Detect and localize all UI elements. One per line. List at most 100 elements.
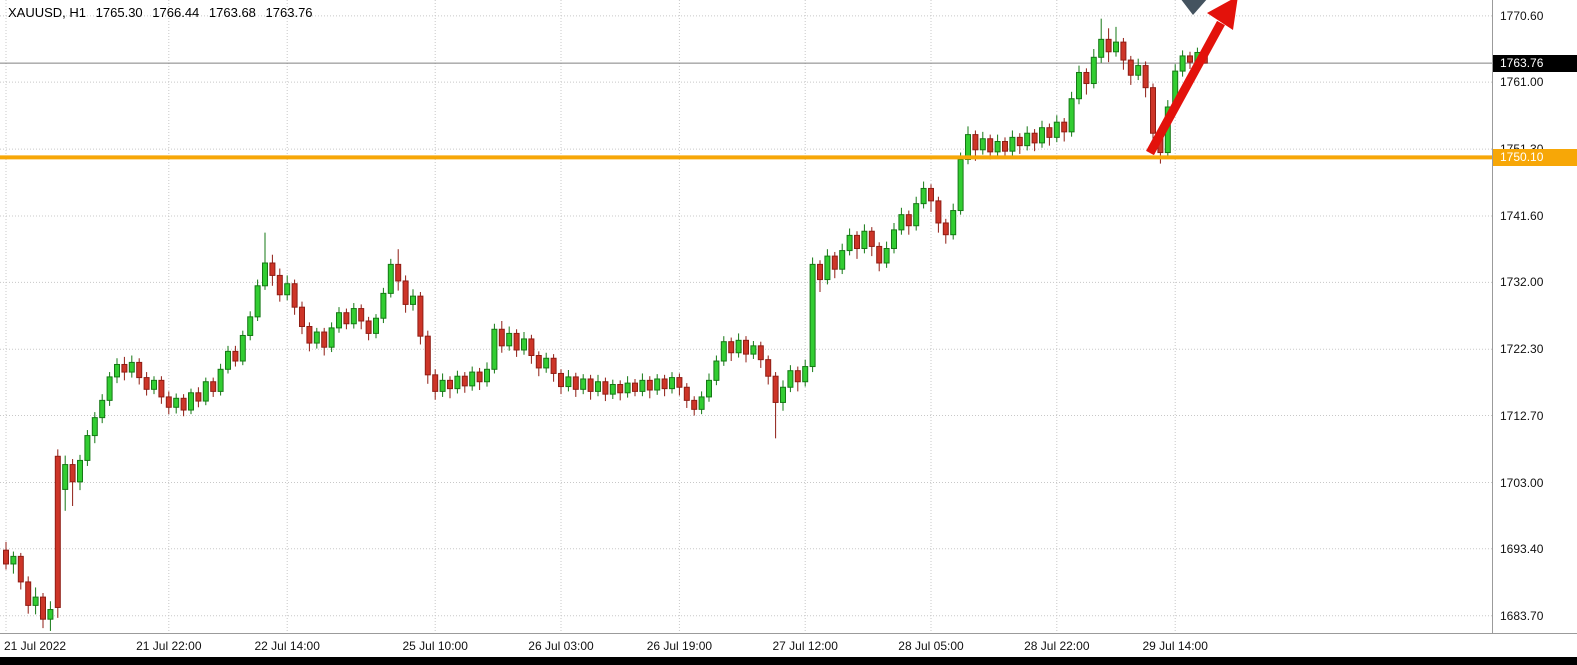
trend-arrow-head[interactable] [1207,0,1238,30]
candle-body [787,370,794,388]
candle-body [743,339,749,355]
candle-body [84,435,91,461]
candle-body [920,187,927,205]
candle-body [587,378,594,392]
price-axis-label: 1683.70 [1500,608,1544,623]
candle-body [1127,59,1134,76]
candle-body [883,248,890,264]
candle-body [424,335,431,376]
candle-body [136,361,143,379]
candle-body [876,245,883,264]
gray-arrow-marker[interactable] [1180,0,1208,15]
candle-body [158,379,165,398]
symbol-ohlc-line: XAUUSD, H1 1765.30 1766.44 1763.68 1763.… [8,5,319,20]
candle-body [40,596,46,620]
candle-body [669,377,675,390]
candle-body [165,396,172,408]
candle-body [1061,121,1068,133]
candle-body [950,210,957,236]
candle-body [77,459,83,483]
candle-body [284,283,291,296]
time-axis-label: 26 Jul 19:00 [646,639,713,653]
candle-body [1120,41,1127,61]
candle-body [195,392,202,402]
candle-body [1046,127,1053,138]
candle-body [299,306,305,328]
price-axis-label: 1732.00 [1500,275,1544,290]
time-axis[interactable]: 21 Jul 2022 21 Jul 22:00 22 Jul 14:00 25 Ju… [0,633,1577,657]
candle-body [780,386,786,403]
candle-body [1179,55,1186,72]
candle-body [128,361,135,373]
price-axis[interactable]: 1763.76 1750.10 1770.601761.001751.30174… [1492,0,1577,633]
time-axis-label: 22 Jul 14:00 [254,639,320,653]
candle-body [661,378,668,390]
candle-body [306,326,313,344]
candle-body [3,549,9,565]
candle-body [979,138,986,151]
candle-body [942,222,949,236]
candle-body [202,381,209,402]
candle-body [913,203,920,227]
candle-body [447,379,453,390]
candle-body [47,609,54,620]
ohlc-high-value: 1766.44 [152,5,200,20]
candle-body [121,363,128,373]
candle-body [824,255,831,281]
candle-body [868,230,875,247]
candle-body [387,263,394,294]
price-axis-label: 1761.00 [1500,75,1544,90]
candle-body [565,376,572,388]
candle-body [720,341,727,362]
candle-body [1090,56,1097,85]
trend-arrow-shaft[interactable] [1146,20,1225,156]
candle-body [365,320,372,334]
candle-body [321,331,328,348]
candle-body [558,372,564,388]
candle-body [350,308,357,325]
candle-body [683,386,690,401]
time-axis-label: 21 Jul 2022 [4,639,67,653]
candle-body [987,138,994,153]
candle-body [654,378,661,391]
candle-body [114,363,120,378]
candle-body [846,234,853,252]
candle-body [1039,127,1045,144]
candle-body [624,382,631,394]
candle-body [417,295,424,337]
candle-body [17,555,24,583]
candle-body [454,375,461,390]
candle-body [706,379,712,398]
current-price-tag: 1763.76 [1493,54,1577,72]
candle-body [343,312,350,325]
candle-body [861,230,868,250]
candle-body [328,327,335,348]
candle-body [676,377,683,388]
candle-body [1150,87,1156,134]
candle-body [476,371,483,383]
candle-body [617,383,624,394]
candle-body [25,581,32,606]
candle-body [410,295,416,305]
bottom-black-bar [0,657,1577,665]
candle-body [439,379,446,392]
ohlc-close-value: 1763.76 [265,5,313,20]
candle-body [957,158,964,212]
candle-body [291,283,298,308]
candle-body [239,334,246,362]
candle-body [543,357,550,369]
candle-body [188,392,194,411]
price-axis-label: 1712.70 [1500,408,1544,423]
candle-body [395,263,402,282]
candle-body [336,312,342,329]
candle-body [972,134,979,151]
candle-body [602,381,609,395]
candle-body [143,377,150,390]
candle-body [935,200,942,224]
candle-body [10,555,17,565]
candle-body [1113,41,1119,53]
candle-body [898,214,905,231]
time-axis-label: 28 Jul 22:00 [1024,639,1090,653]
candle-body [817,263,823,281]
chart-plot-area[interactable] [0,0,1492,633]
